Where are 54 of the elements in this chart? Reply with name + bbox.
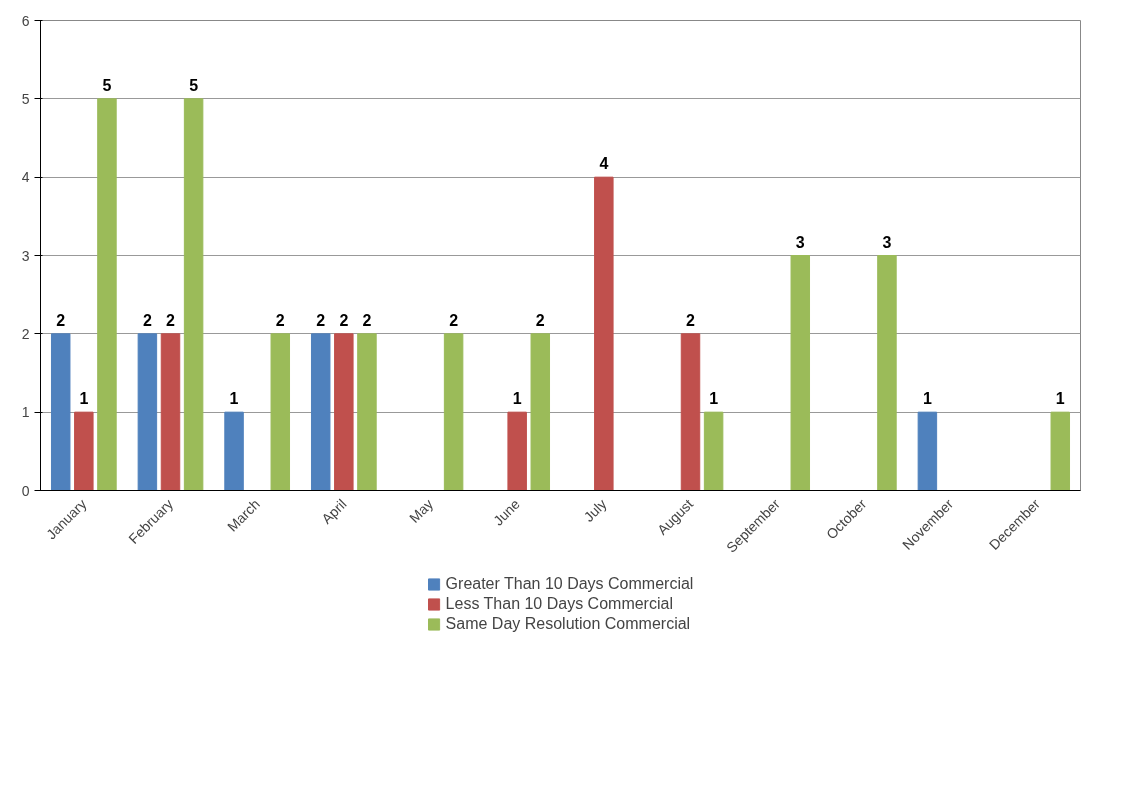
bar [530,333,551,491]
data-label: 2 [142,311,152,329]
data-label: 1 [922,390,932,408]
bar [97,98,117,491]
data-label: 3 [795,233,805,251]
y-tick-label: 4 [21,169,30,186]
bar [507,411,527,491]
bar [310,333,331,491]
y-tick-label: 5 [21,90,30,107]
data-label: 2 [275,311,285,329]
bar [160,333,181,491]
data-label: 2 [686,311,696,329]
bar [74,411,94,491]
data-label: 1 [512,390,522,408]
data-label: 5 [102,76,112,94]
data-label: 2 [362,311,372,329]
data-label: 4 [599,155,609,173]
data-label: 5 [189,76,199,94]
data-label: 3 [882,233,892,251]
bar [357,333,377,491]
bar [443,333,464,491]
y-tick-label: 0 [21,482,30,499]
x-tick-label: May [406,495,437,526]
y-tick-label: 2 [21,325,30,342]
bar [137,333,158,491]
data-label: 1 [79,390,89,408]
legend-label: Less Than 10 Days Commercial [445,595,673,613]
bar [1050,411,1071,491]
data-label: 2 [449,311,459,329]
data-label: 1 [229,390,239,408]
bar [917,411,938,491]
y-tick-label: 1 [21,404,30,421]
bar [680,333,701,491]
bar [790,255,811,491]
data-label: 2 [166,311,176,329]
data-label: 1 [1055,390,1065,408]
data-label: 2 [316,311,326,329]
legend-label: Greater Than 10 Days Commercial [445,575,694,593]
bar [877,255,897,491]
data-label: 2 [339,311,349,329]
data-label: 1 [709,390,719,408]
bar [703,411,724,491]
legend-label: Same Day Resolution Commercial [445,615,691,633]
data-label: 2 [56,311,66,329]
bar [334,333,354,491]
bar [270,333,291,491]
bar [594,176,614,491]
data-label: 2 [535,311,545,329]
y-tick-label: 6 [21,12,30,29]
bar [50,333,71,491]
bar [183,98,204,491]
x-tick-label: July [580,495,610,525]
y-tick-label: 3 [21,247,30,264]
bar [224,411,244,491]
